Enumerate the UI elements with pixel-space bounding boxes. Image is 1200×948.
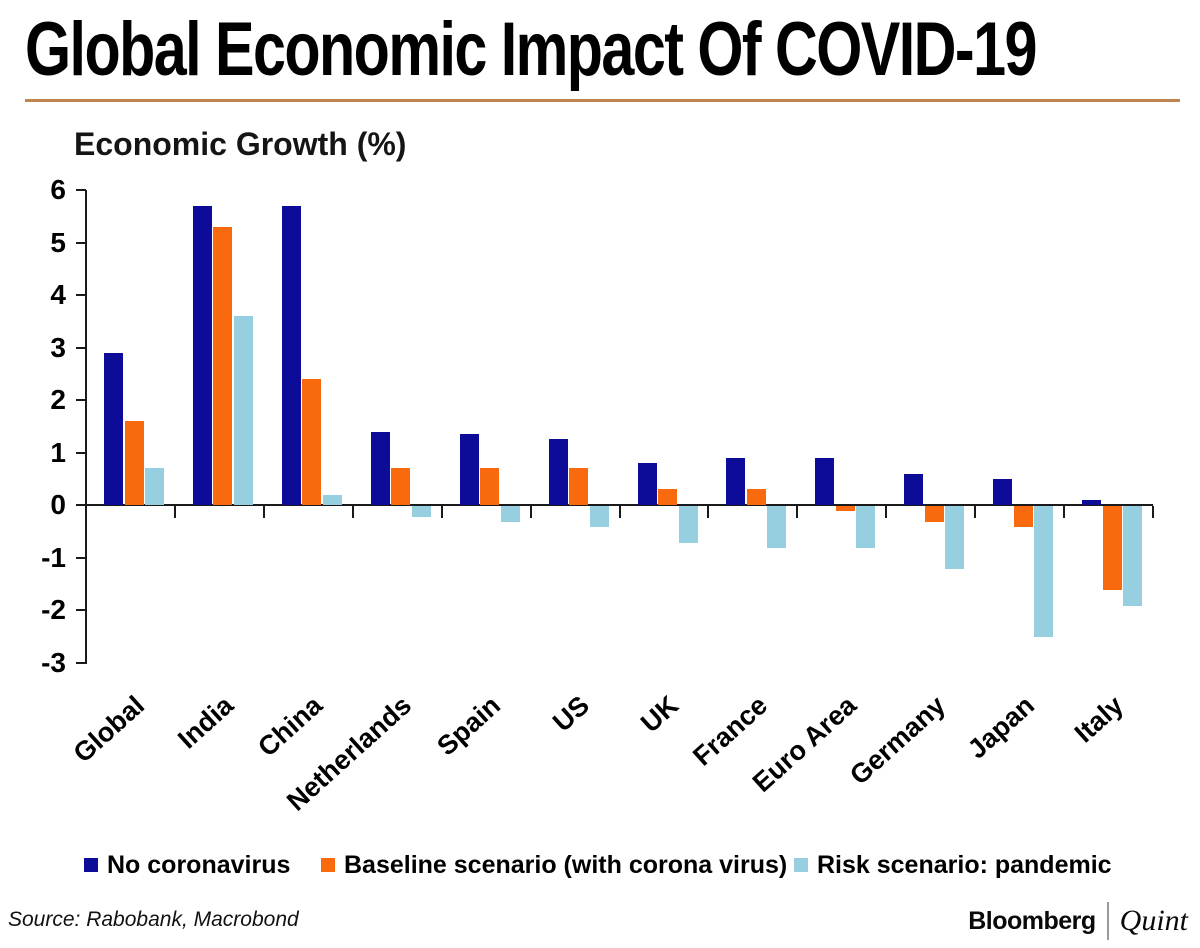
legend-swatch-orange-icon bbox=[321, 858, 335, 872]
bar-risk-scenario-pandemic-euro-area bbox=[856, 506, 876, 548]
bar-risk-scenario-pandemic-india bbox=[233, 316, 253, 505]
legend-item-baseline-scenario: Baseline scenario (with corona virus) bbox=[321, 850, 787, 880]
legend-item-no-coronavirus: No coronavirus bbox=[84, 850, 290, 880]
bar-risk-scenario-pandemic-us bbox=[589, 506, 609, 527]
x-tick bbox=[529, 506, 532, 518]
x-tick bbox=[707, 506, 710, 518]
chart-title: Economic Growth (%) bbox=[74, 126, 407, 162]
x-tick bbox=[885, 506, 888, 518]
title-divider bbox=[25, 99, 1180, 102]
bar-no-coronavirus-spain bbox=[459, 434, 479, 505]
x-tick bbox=[440, 506, 443, 518]
y-tick bbox=[76, 189, 86, 191]
x-tick bbox=[796, 506, 799, 518]
x-tick bbox=[173, 506, 176, 518]
bar-baseline-scenario-with-corona-virus-uk bbox=[658, 489, 677, 505]
bar-no-coronavirus-india bbox=[192, 205, 212, 505]
legend-label: Risk scenario: pandemic bbox=[817, 850, 1112, 879]
x-axis-line bbox=[86, 504, 1153, 506]
bar-no-coronavirus-us bbox=[548, 439, 568, 505]
bar-no-coronavirus-netherlands bbox=[370, 431, 390, 505]
bar-no-coronavirus-france bbox=[726, 457, 746, 505]
y-tick-label: -2 bbox=[41, 594, 66, 625]
legend-swatch-lightblue-icon bbox=[794, 858, 808, 872]
bar-risk-scenario-pandemic-italy bbox=[1123, 506, 1143, 606]
bar-risk-scenario-pandemic-japan bbox=[1034, 506, 1054, 638]
brand-logo: Bloomberg Quint bbox=[968, 902, 1188, 940]
bar-no-coronavirus-uk bbox=[637, 463, 657, 505]
y-tick-label: 5 bbox=[50, 226, 66, 258]
bar-risk-scenario-pandemic-netherlands bbox=[411, 506, 431, 517]
x-tick bbox=[262, 506, 265, 518]
x-tick bbox=[351, 506, 354, 518]
bar-baseline-scenario-with-corona-virus-euro-area bbox=[835, 506, 855, 512]
y-tick bbox=[76, 294, 86, 296]
y-tick bbox=[76, 346, 86, 349]
bar-baseline-scenario-with-corona-virus-japan bbox=[1013, 506, 1033, 527]
bar-baseline-scenario-with-corona-virus-china bbox=[302, 379, 322, 505]
bar-no-coronavirus-china bbox=[281, 205, 301, 505]
legend-swatch-navy-icon bbox=[84, 858, 98, 872]
bar-no-coronavirus-global bbox=[104, 352, 123, 505]
quint-wordmark: Quint bbox=[1119, 904, 1188, 937]
bar-risk-scenario-pandemic-china bbox=[322, 494, 342, 505]
bloomberg-wordmark: Bloomberg bbox=[968, 906, 1096, 935]
y-tick-label: -1 bbox=[41, 541, 66, 573]
bar-baseline-scenario-with-corona-virus-global bbox=[124, 421, 144, 505]
x-tick bbox=[85, 506, 87, 518]
x-tick bbox=[974, 506, 977, 518]
bar-no-coronavirus-japan bbox=[993, 478, 1013, 505]
bar-baseline-scenario-with-corona-virus-netherlands bbox=[391, 468, 411, 505]
bar-baseline-scenario-with-corona-virus-italy bbox=[1102, 506, 1122, 590]
legend-item-risk-scenario: Risk scenario: pandemic bbox=[794, 850, 1112, 880]
bar-no-coronavirus-germany bbox=[904, 473, 924, 505]
bar-risk-scenario-pandemic-spain bbox=[500, 506, 520, 522]
y-tick bbox=[76, 504, 86, 506]
bar-no-coronavirus-italy bbox=[1082, 499, 1102, 505]
legend-label: No coronavirus bbox=[107, 850, 291, 879]
x-tick bbox=[1152, 506, 1154, 518]
bar-baseline-scenario-with-corona-virus-germany bbox=[924, 506, 944, 522]
x-tick bbox=[1063, 506, 1066, 518]
source-note: Source: Rabobank, Macrobond bbox=[8, 908, 299, 931]
y-tick-label: 1 bbox=[50, 436, 66, 468]
y-tick-label: 3 bbox=[50, 331, 66, 363]
bar-risk-scenario-pandemic-germany bbox=[945, 506, 965, 569]
bar-risk-scenario-pandemic-global bbox=[145, 468, 164, 505]
bar-baseline-scenario-with-corona-virus-france bbox=[746, 489, 766, 505]
y-tick bbox=[76, 399, 86, 401]
y-tick-label: 4 bbox=[50, 279, 66, 310]
brand-divider bbox=[1106, 902, 1109, 940]
bar-chart: 6 5 4 3 2 1 0 -1 -2 -3 Global India China Netherlands… bbox=[41, 174, 1154, 817]
legend-label: Baseline scenario (with corona virus) bbox=[344, 850, 788, 879]
y-tick bbox=[76, 451, 86, 454]
y-tick bbox=[76, 661, 86, 664]
bar-baseline-scenario-with-corona-virus-india bbox=[213, 226, 233, 505]
y-tick bbox=[76, 241, 86, 244]
y-tick-label: 2 bbox=[50, 384, 66, 415]
y-axis-line bbox=[85, 190, 87, 664]
y-tick bbox=[76, 609, 86, 611]
x-tick bbox=[618, 506, 621, 518]
bar-risk-scenario-pandemic-france bbox=[767, 506, 787, 548]
y-tick-label: 6 bbox=[50, 174, 66, 205]
y-tick-label: -3 bbox=[41, 646, 66, 678]
y-tick bbox=[76, 556, 86, 559]
bar-risk-scenario-pandemic-uk bbox=[678, 506, 698, 543]
bar-baseline-scenario-with-corona-virus-spain bbox=[480, 468, 500, 505]
bar-baseline-scenario-with-corona-virus-us bbox=[569, 468, 589, 505]
bar-no-coronavirus-euro-area bbox=[815, 457, 835, 505]
y-tick-label: 0 bbox=[50, 489, 66, 520]
page-title: Global Economic Impact Of COVID-19 bbox=[25, 7, 1037, 92]
